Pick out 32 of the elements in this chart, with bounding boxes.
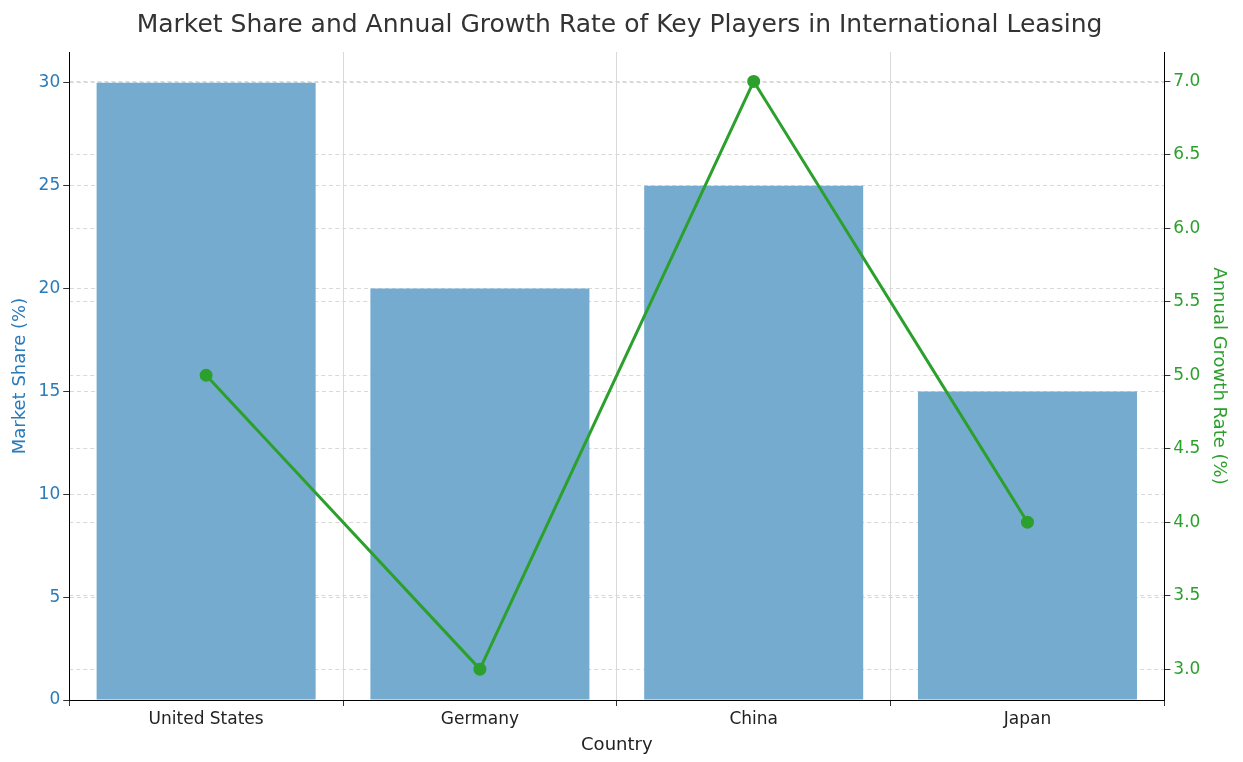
y-tick-label: 5 bbox=[49, 585, 61, 606]
y-tick-label: 30 bbox=[38, 71, 61, 92]
y2-tick-label: 6.5 bbox=[1173, 143, 1201, 164]
y2-tick-label: 3.5 bbox=[1173, 584, 1201, 605]
y2-axis-title: Annual Growth Rate (%) bbox=[1209, 267, 1231, 485]
y2-tick-label: 7.0 bbox=[1173, 69, 1201, 90]
y-axis-title: Market Share (%) bbox=[8, 297, 30, 455]
x-axis-title: Country bbox=[581, 732, 653, 754]
bar bbox=[644, 185, 864, 700]
y2-tick-label: 4.0 bbox=[1173, 510, 1201, 531]
y2-tick-label: 5.5 bbox=[1173, 290, 1201, 311]
point bbox=[473, 662, 487, 676]
y2-tick-label: 6.0 bbox=[1173, 216, 1201, 237]
chart-title: Market Share and Annual Growth Rate of Key Players in International Leasing bbox=[136, 8, 1103, 38]
point bbox=[199, 368, 213, 382]
y2-tick-label: 5.0 bbox=[1173, 363, 1201, 384]
x-tick-label: United States bbox=[148, 707, 264, 728]
point bbox=[1020, 515, 1034, 529]
x-tick-label: Germany bbox=[440, 707, 519, 728]
y-tick-label: 20 bbox=[38, 276, 61, 297]
y-tick-label: 25 bbox=[38, 174, 61, 195]
x-tick-label: Japan bbox=[1002, 707, 1052, 728]
point bbox=[747, 74, 761, 88]
x-tick-label: China bbox=[729, 707, 778, 728]
y-tick-label: 0 bbox=[49, 688, 61, 709]
y2-tick-label: 4.5 bbox=[1173, 437, 1201, 458]
bar bbox=[96, 82, 316, 700]
y2-tick-label: 3.0 bbox=[1173, 657, 1201, 678]
bar bbox=[917, 391, 1137, 700]
y-tick-label: 10 bbox=[38, 482, 61, 503]
bar bbox=[370, 288, 590, 700]
y-tick-label: 15 bbox=[38, 379, 61, 400]
